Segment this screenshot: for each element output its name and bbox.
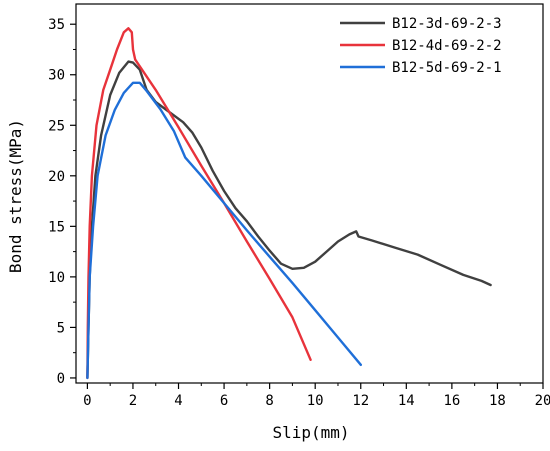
series-line-2 [86, 27, 312, 380]
y-tick-label-25: 25 [48, 118, 65, 134]
x-tick-label-16: 16 [443, 393, 460, 409]
y-tick-label-0: 0 [57, 371, 65, 387]
series-line-3 [86, 81, 362, 380]
axes: 0 2 4 6 8 10 12 14 16 18 20 0 5 10 15 20 25 30 35 [48, 3, 550, 409]
x-tick-label-8: 8 [265, 393, 273, 409]
legend-label-3: B12-5d-69-2-1 [392, 60, 502, 76]
x-axis-title: Slip(mm) [272, 423, 349, 442]
y-tick-label-15: 15 [48, 219, 65, 235]
x-tick-label-4: 4 [174, 393, 182, 409]
legend-label-1: B12-3d-69-2-3 [392, 16, 502, 32]
y-tick-label-30: 30 [48, 68, 65, 84]
x-tick-label-0: 0 [83, 393, 91, 409]
x-tick-label-14: 14 [398, 393, 415, 409]
y-tick-label-20: 20 [48, 169, 65, 185]
x-tick-label-20: 20 [535, 393, 550, 409]
y-tick-label-10: 10 [48, 270, 65, 286]
x-tick-label-12: 12 [352, 393, 369, 409]
legend: B12-3d-69-2-3 B12-4d-69-2-2 B12-5d-69-2-1 [340, 16, 502, 76]
series-lines [86, 27, 492, 380]
series-line-1 [86, 60, 492, 380]
x-tick-label-6: 6 [220, 393, 228, 409]
y-tick-label-5: 5 [57, 320, 65, 336]
plot-frame [75, 3, 544, 384]
x-tick-label-18: 18 [489, 393, 506, 409]
x-tick-label-10: 10 [307, 393, 324, 409]
y-tick-label-35: 35 [48, 17, 65, 33]
legend-label-2: B12-4d-69-2-2 [392, 38, 502, 54]
x-tick-label-2: 2 [129, 393, 137, 409]
y-axis-title: Bond stress(MPa) [6, 119, 25, 273]
